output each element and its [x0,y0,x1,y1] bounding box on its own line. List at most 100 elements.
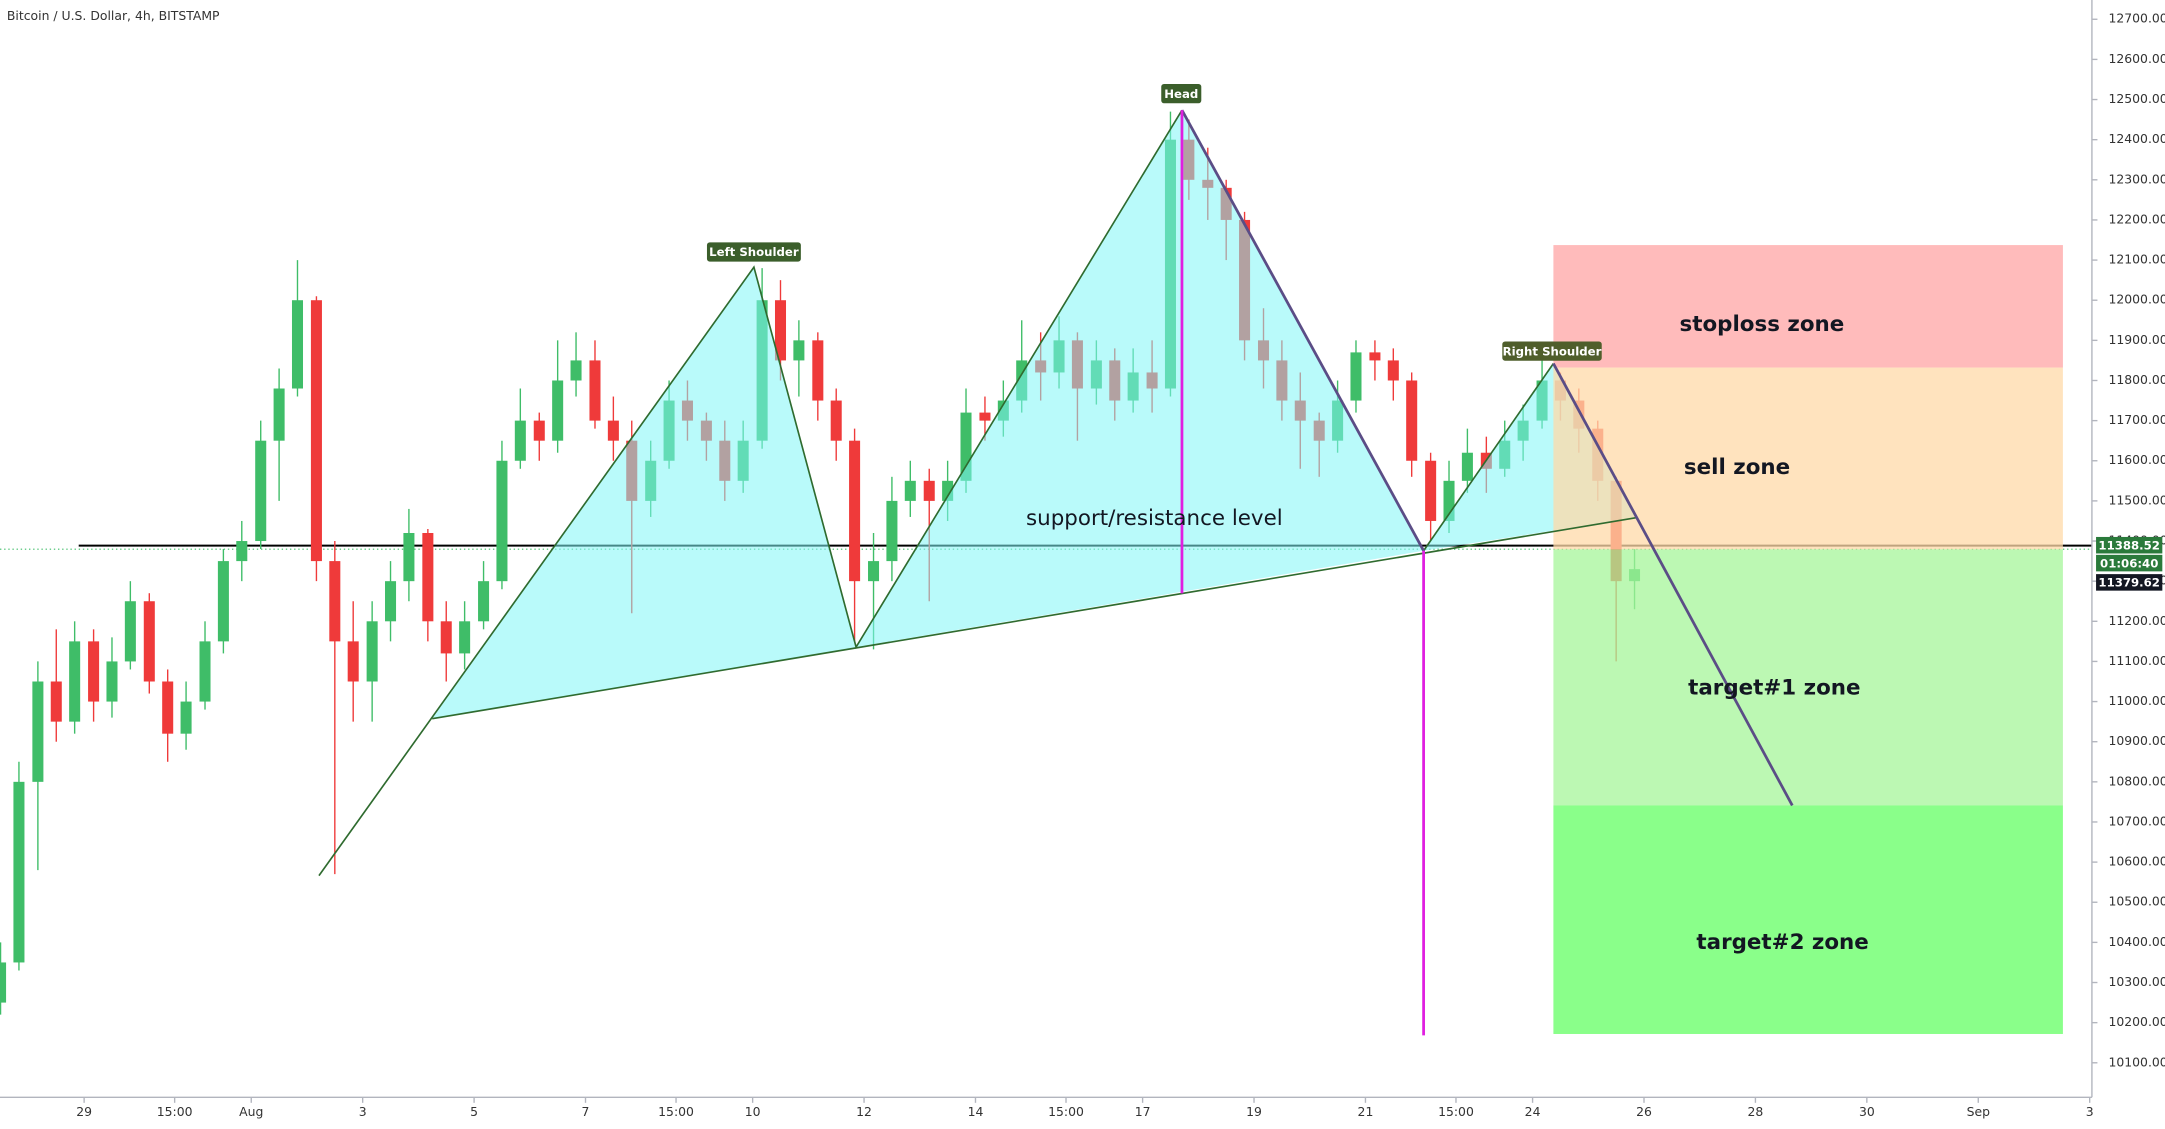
candle-body [106,661,118,702]
stoploss-label: stoploss zone [1680,312,1845,337]
level-tag-label: 11388.52 [2098,538,2160,552]
x-tick-label: 29 [76,1104,92,1119]
y-tick-label: 12400.00 [2108,131,2165,146]
candle-body [552,380,564,441]
pattern-line [1422,363,1555,552]
pattern-line [318,109,1183,877]
candle-body [162,681,174,734]
candle-body [0,962,7,1003]
head-label: Head [1164,87,1198,101]
y-tick-label: 10300.00 [2108,974,2165,989]
y-tick-label: 11900.00 [2108,332,2165,347]
level-tag [2096,536,2163,554]
candle-body [403,533,415,582]
candle-body [979,412,991,421]
x-tick-label: Sep [1967,1104,1991,1119]
y-tick-label: 10600.00 [2108,854,2165,869]
candle-body [273,388,285,441]
x-tick-label: 10 [745,1104,761,1119]
candle-body [291,300,304,389]
label-box [706,242,801,262]
y-tick-label: 11000.00 [2108,693,2165,708]
candle-body [1443,480,1455,521]
candle-body [13,781,25,963]
candle-body [310,300,322,562]
y-tick-label: 12300.00 [2108,171,2165,186]
candle-body [255,440,267,542]
countdown-label: 01:06:40 [2100,556,2158,570]
x-tick-label: 21 [1358,1104,1374,1119]
y-tick-label: 10900.00 [2108,733,2165,748]
y-tick-label: 12500.00 [2108,91,2165,106]
x-tick-label: 14 [968,1104,984,1119]
candle-body [830,400,842,441]
candle-body [347,641,359,682]
candle-body [236,541,248,562]
y-tick-label: 11600.00 [2108,452,2165,467]
x-tick-label: 30 [1859,1104,1875,1119]
candle-body [440,621,452,654]
candle-body [1406,380,1418,461]
support-label: support/resistance level [1026,506,1283,531]
x-tick-label: 15:00 [1048,1104,1084,1119]
x-tick-label: 12 [856,1104,872,1119]
head-area [856,110,1424,648]
candle-body [385,581,397,622]
candle-body [904,480,916,501]
candle-body [366,621,378,682]
target-2-zone [1553,805,2063,1034]
x-tick-label: Aug [239,1104,263,1119]
x-tick-label: 3 [359,1104,367,1119]
candle-body [942,480,954,501]
left-shoulder-label: Left Shoulder [709,245,799,259]
y-tick-label: 11800.00 [2108,372,2165,387]
candle-body [69,641,81,722]
y-tick-label: 11200.00 [2108,613,2165,628]
candle-body [960,412,972,481]
head-fall-line [1180,109,1425,552]
candle-body [774,300,787,361]
candle-body [1425,460,1437,521]
chart-title: Bitcoin / U.S. Dollar, 4h, BITSTAMP [7,8,220,23]
candle-body [459,621,471,654]
candle-body [570,360,582,381]
y-tick-label: 12700.00 [2108,11,2165,26]
candle-body [143,601,155,682]
candle-body [923,480,935,501]
x-tick-label: 24 [1525,1104,1541,1119]
y-tick-label: 10200.00 [2108,1014,2165,1029]
left-shoulder-area [432,267,857,719]
candle-body [812,340,824,401]
candle-body [868,561,880,582]
last-price-tag [2096,574,2163,591]
candle-body [1461,452,1473,481]
candle-body [124,601,136,662]
candle-body [1387,360,1399,381]
x-tick-label: 7 [582,1104,590,1119]
y-tick-label: 11700.00 [2108,412,2165,427]
x-tick-label: 3 [2086,1104,2094,1119]
x-tick-label: 26 [1636,1104,1652,1119]
candle-body [849,440,861,582]
candle-body [32,681,44,782]
target-1-label: target#1 zone [1688,675,1860,700]
target-2-label: target#2 zone [1696,930,1868,955]
y-tick-label: 10400.00 [2108,934,2165,949]
y-tick-label: 10800.00 [2108,773,2165,788]
x-tick-label: 17 [1135,1104,1151,1119]
x-tick-label: 28 [1748,1104,1764,1119]
candle-body [607,420,619,441]
stoploss-zone [1553,245,2063,368]
x-tick-label: 19 [1246,1104,1262,1119]
label-box [1502,341,1602,361]
x-tick-label: 15:00 [658,1104,694,1119]
candle-body [180,701,192,734]
y-tick-label: 11100.00 [2108,653,2165,668]
candle-body [793,340,805,361]
y-tick-label: 10100.00 [2108,1054,2165,1069]
x-tick-label: 15:00 [1438,1104,1474,1119]
